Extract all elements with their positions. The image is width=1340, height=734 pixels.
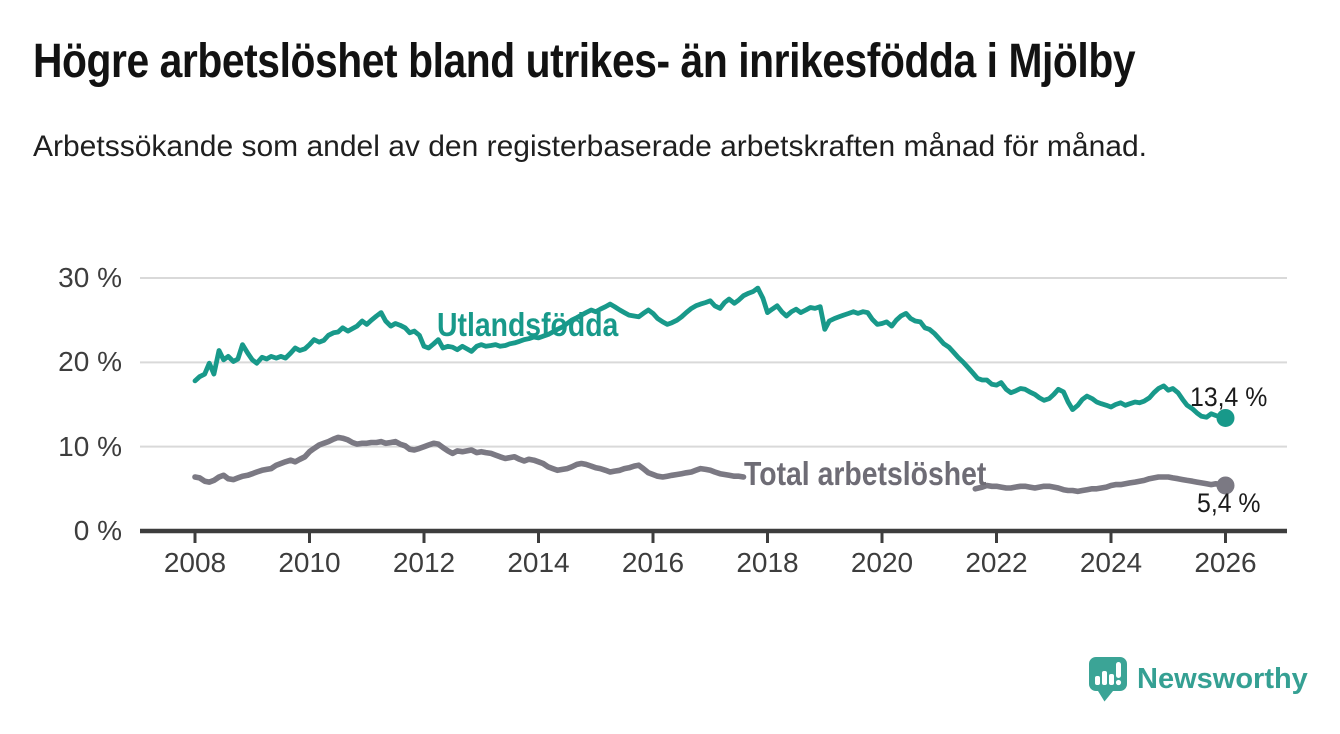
y-tick-label: 0 % [73,515,122,546]
y-tick-label: 20 % [58,346,122,378]
x-tick-label: 2016 [621,547,685,578]
newsworthy-logo-text: Newsworthy [1137,663,1308,695]
x-tick-label: 2008 [163,547,227,578]
x-tick-label: 2026 [1194,547,1257,578]
end-value-total: 5,4 % [1197,488,1261,518]
series-end-dot [1216,408,1235,427]
chart-subtitle: Arbetssökande som andel av den registerb… [33,130,1147,163]
series-end-dot [1216,476,1235,495]
series-label-utlandsfodda: Utlandsfödda [437,306,619,343]
chart-title: Högre arbetslöshet bland utrikes- än inr… [33,35,1136,88]
end-value-utlandsfodda: 13,4 % [1190,382,1268,412]
chart-bubble-icon [1089,657,1127,702]
x-tick-label: 2022 [965,547,1028,578]
y-tick-label: 30 % [58,262,122,293]
series-line [192,285,1228,421]
series-label-total-arbetsloshet: Total arbetslöshet [744,455,987,492]
x-tick-label: 2018 [736,547,799,578]
series-line [972,474,1229,495]
y-tick-label: 10 % [58,430,122,462]
x-tick-label: 2010 [278,547,341,578]
series-line [192,434,747,485]
x-tick-label: 2012 [392,547,456,578]
x-tick-label: 2024 [1079,547,1143,578]
x-tick-label: 2020 [850,547,914,578]
newsworthy-logo: Newsworthy [1087,655,1308,711]
x-tick-label: 2014 [507,547,570,578]
